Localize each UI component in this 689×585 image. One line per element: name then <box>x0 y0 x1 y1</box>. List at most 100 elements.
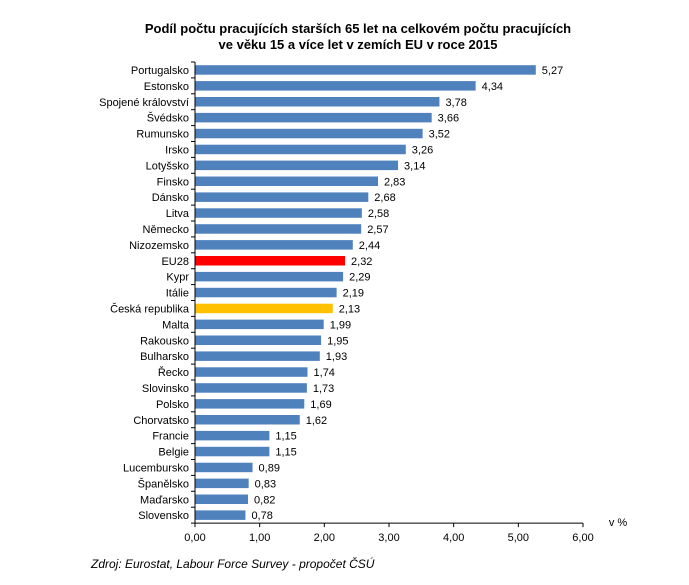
bar <box>195 462 253 473</box>
category-label: Itálie <box>166 288 189 300</box>
bar <box>195 240 353 250</box>
bar <box>195 256 346 266</box>
bar <box>195 430 270 441</box>
bar <box>195 128 423 139</box>
category-label: Chorvatsko <box>133 415 189 427</box>
bar <box>195 192 369 202</box>
chart-title-line-2: ve věku 15 a více let v zemích EU v roce… <box>219 37 498 52</box>
data-label: 3,26 <box>412 144 433 156</box>
bar <box>195 510 246 520</box>
category-label: Řecko <box>158 366 189 379</box>
chart-title-line-1: Podíl počtu pracujících starších 65 let … <box>145 21 571 36</box>
bar <box>195 367 308 377</box>
source-note: Zdroj: Eurostat, Labour Force Survey - p… <box>90 556 375 571</box>
bar <box>195 399 305 409</box>
data-label: 2,83 <box>384 176 405 188</box>
category-label: Slovinsko <box>142 383 189 395</box>
data-label: 2,68 <box>374 192 395 204</box>
x-tick-label: 1,00 <box>249 532 270 544</box>
data-label: 1,15 <box>275 447 296 459</box>
category-label: Německo <box>143 224 189 236</box>
x-tick-label: 3,00 <box>378 532 399 544</box>
bar <box>195 335 322 345</box>
bar <box>195 415 300 425</box>
bar <box>195 351 320 361</box>
bar <box>195 271 344 282</box>
data-label: 2,29 <box>349 272 370 284</box>
category-label: Španělsko <box>138 477 189 490</box>
data-label: 1,99 <box>330 319 351 331</box>
category-label: Rumunsko <box>136 129 189 141</box>
bar <box>195 160 399 171</box>
category-label: EU28 <box>161 256 189 268</box>
data-label: 5,27 <box>542 65 563 77</box>
bar <box>195 144 406 155</box>
bars-group: Portugalsko 5,27 Estonsko 4,34 Spojené králo… <box>99 65 563 522</box>
x-tick-label: 5,00 <box>508 532 529 544</box>
data-label: 1,73 <box>313 383 334 395</box>
category-label: Slovensko <box>138 510 189 522</box>
category-label: Finsko <box>157 176 189 188</box>
bar <box>195 446 270 457</box>
category-label: Česká republika <box>110 302 190 315</box>
category-label: Estonsko <box>144 81 189 93</box>
category-label: Francie <box>152 431 189 443</box>
category-label: Malta <box>162 319 190 331</box>
data-label: 1,69 <box>310 399 331 411</box>
x-tick-label: 2,00 <box>314 532 335 544</box>
bar <box>195 97 440 107</box>
x-tick-label: 0,00 <box>184 532 205 544</box>
x-tick-label: 6,00 <box>572 532 593 544</box>
data-label: 2,13 <box>339 303 360 315</box>
data-label: 2,57 <box>367 224 388 236</box>
data-label: 1,15 <box>275 431 296 443</box>
bar <box>195 383 307 393</box>
category-label: Lotyšsko <box>146 160 189 172</box>
bar <box>195 65 536 75</box>
bar <box>195 303 333 314</box>
category-label: Kypr <box>166 272 189 284</box>
data-label: 2,44 <box>359 240 380 252</box>
category-label: Spojené království <box>99 97 189 109</box>
data-label: 2,58 <box>368 208 389 220</box>
category-label: Portugalsko <box>131 65 189 77</box>
category-label: Švédsko <box>147 112 189 125</box>
bar <box>195 112 432 123</box>
data-label: 1,62 <box>306 415 327 427</box>
data-label: 1,74 <box>314 367 335 379</box>
category-label: Polsko <box>156 399 189 411</box>
bar <box>195 478 249 489</box>
data-label: 3,14 <box>404 160 425 172</box>
category-label: Bulharsko <box>140 351 189 363</box>
bar <box>195 287 337 298</box>
data-label: 2,19 <box>343 288 364 300</box>
data-label: 0,83 <box>255 478 276 490</box>
x-tick-label: 4,00 <box>443 532 464 544</box>
data-label: 0,89 <box>259 462 280 474</box>
bar <box>195 224 362 234</box>
data-label: 0,78 <box>251 510 272 522</box>
bar <box>195 176 379 186</box>
category-label: Nizozemsko <box>129 240 189 252</box>
data-label: 3,52 <box>429 129 450 141</box>
data-label: 3,78 <box>445 97 466 109</box>
data-label: 4,34 <box>482 81 503 93</box>
category-label: Lucembursko <box>123 462 189 474</box>
data-label: 1,95 <box>327 335 348 347</box>
category-label: Litva <box>166 208 190 220</box>
data-label: 2,32 <box>351 256 372 268</box>
bar <box>195 208 362 218</box>
data-label: 3,66 <box>438 113 459 125</box>
category-label: Rakousko <box>140 335 189 347</box>
category-label: Dánsko <box>152 192 189 204</box>
category-label: Maďarsko <box>140 494 189 506</box>
bar <box>195 494 249 504</box>
data-label: 1,93 <box>326 351 347 363</box>
bar <box>195 81 476 91</box>
data-label: 0,82 <box>254 494 275 506</box>
x-axis-unit-label: v % <box>609 517 628 529</box>
bar <box>195 319 324 330</box>
category-label: Irsko <box>165 144 189 156</box>
